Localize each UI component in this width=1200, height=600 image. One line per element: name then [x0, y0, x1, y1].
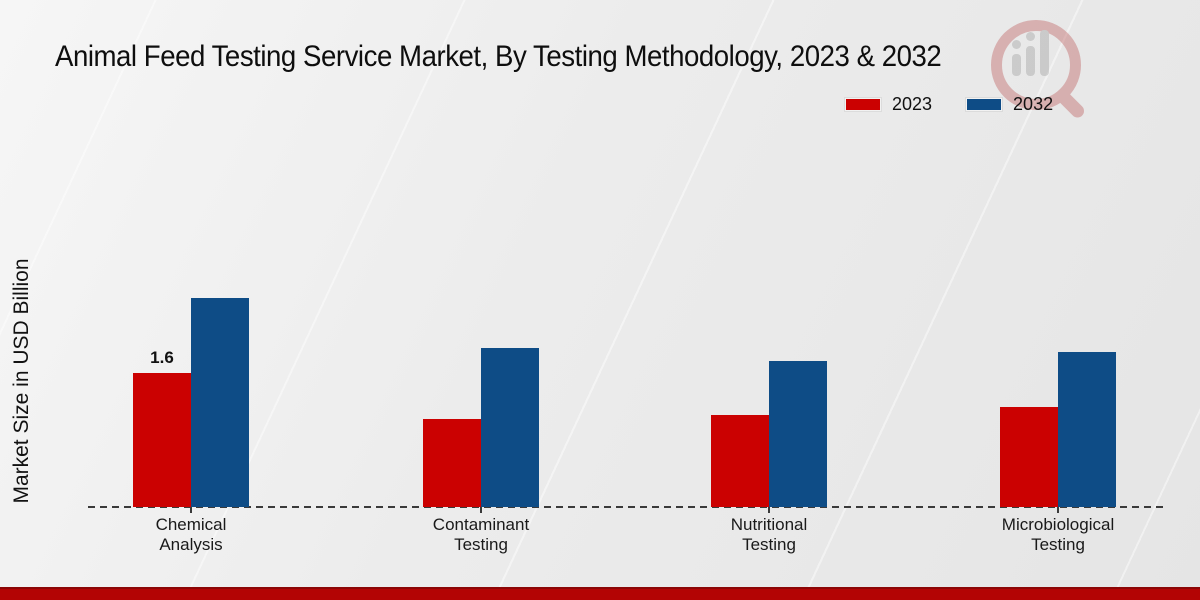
bar-2023-series: [423, 419, 481, 507]
category-label: Contaminant Testing: [432, 515, 530, 554]
legend-item: 2032: [966, 94, 1053, 115]
bar-value-label: 1.6: [150, 348, 174, 367]
magnifier-bar-chart-watermark-icon: [985, 16, 1115, 121]
bar-2023-series: [1000, 407, 1058, 507]
axis-tick: [1057, 507, 1059, 513]
axis-tick: [480, 507, 482, 513]
axis-tick: [190, 507, 192, 513]
legend-label: 2023: [892, 94, 933, 114]
category-label: Microbiological Testing: [1001, 515, 1115, 554]
bar-2032-series: [481, 348, 539, 507]
bar-2023-series: [711, 415, 769, 507]
legend-color-swatch-2023: [845, 98, 881, 111]
category-label: Nutritional Testing: [730, 515, 808, 554]
legend-color-swatch-2032: [966, 98, 1003, 111]
legend-item: 2023: [845, 94, 932, 115]
bar-2032-series: [191, 298, 249, 507]
x-axis-baseline: [88, 506, 1164, 508]
footer-accent-strip: [0, 587, 1200, 600]
bar-2032-series: [769, 361, 827, 507]
legend: 2023 2032: [845, 94, 1053, 115]
legend-label: 2032: [1013, 94, 1054, 114]
y-axis-label: Market Size in USD Billion: [10, 258, 33, 504]
bar-2032-series: [1058, 352, 1116, 507]
chart-title: Animal Feed Testing Service Market, By T…: [55, 40, 942, 73]
axis-tick: [768, 507, 770, 513]
bar-2023-series: [133, 373, 191, 507]
category-label: Chemical Analysis: [155, 515, 227, 554]
